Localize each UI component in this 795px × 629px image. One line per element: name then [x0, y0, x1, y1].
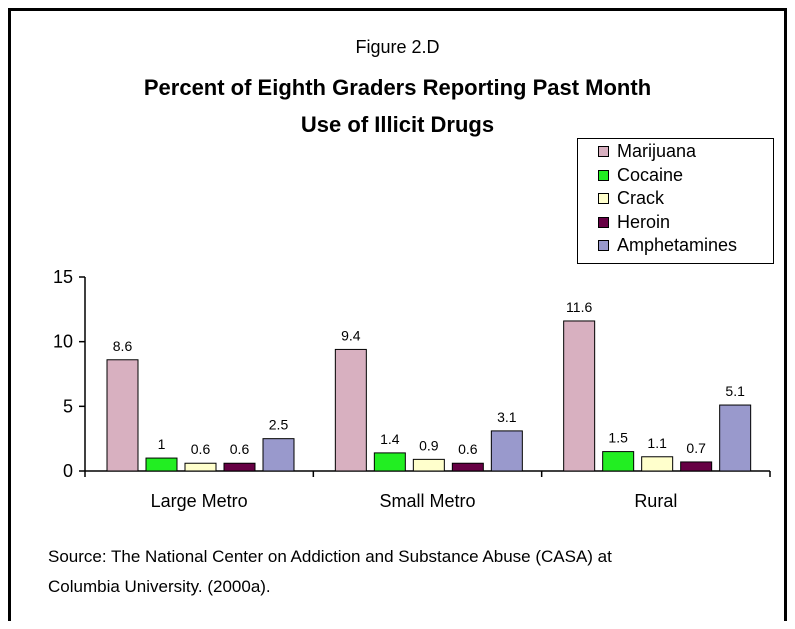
y-tick-label: 10: [53, 332, 73, 352]
bar-heroin: [680, 461, 713, 472]
bar-amphetamines: [490, 430, 523, 472]
bar-crack: [641, 456, 674, 472]
bar-marijuana: [563, 320, 596, 472]
legend-swatch: [598, 240, 609, 251]
bar-value-label: 1: [158, 436, 166, 452]
bar-marijuana: [106, 359, 139, 472]
legend-swatch: [598, 146, 609, 157]
source-line-1: Source: The National Center on Addiction…: [48, 547, 612, 566]
bar-amphetamines: [262, 438, 295, 472]
chart-title-line-2: Use of Illicit Drugs: [300, 112, 495, 137]
x-category-label: Rural: [634, 491, 677, 511]
legend-swatch: [598, 193, 609, 204]
figure-label: Figure 2.D: [355, 37, 440, 57]
legend-label: Marijuana: [617, 141, 697, 161]
y-tick-label: 5: [63, 396, 73, 416]
bar-marijuana: [334, 348, 367, 472]
bar-value-label: 8.6: [113, 338, 133, 354]
x-category-label: Large Metro: [151, 491, 248, 511]
chart-legend: Marijuana Cocaine Crack Heroin Amphetamines: [577, 138, 774, 264]
chart-title-line-1: Percent of Eighth Graders Reporting Past…: [143, 75, 652, 100]
legend-label: Amphetamines: [617, 235, 738, 255]
bar-cocaine: [145, 457, 178, 472]
bar-value-label: 11.6: [566, 299, 592, 315]
x-category-label: Small Metro: [379, 491, 475, 511]
bar-value-label: 0.9: [419, 437, 439, 453]
bar-value-label: 9.4: [341, 327, 361, 343]
bar-cocaine: [373, 452, 406, 472]
legend-label: Heroin: [617, 211, 671, 232]
bar-cocaine: [602, 451, 635, 472]
bar-value-label: 0.6: [191, 441, 211, 457]
bar-value-label: 0.7: [686, 440, 706, 456]
legend-swatch: [598, 216, 609, 228]
bar-value-label: 1.4: [380, 431, 400, 447]
bar-crack: [412, 458, 445, 472]
bar-heroin: [223, 462, 256, 472]
y-tick-label: 0: [63, 461, 73, 481]
y-tick-label: 15: [53, 267, 73, 287]
legend-swatch: [598, 169, 609, 181]
figure-frame: [8, 8, 787, 621]
source-line-2: Columbia University. (2000a).: [48, 577, 271, 596]
bar-value-label: 0.6: [458, 441, 478, 457]
bar-heroin: [451, 462, 484, 472]
bar-amphetamines: [719, 404, 752, 472]
bar-value-label: 1.1: [647, 435, 667, 451]
bar-value-label: 2.5: [269, 417, 289, 433]
legend-label: Crack: [617, 188, 665, 208]
bar-value-label: 0.6: [230, 441, 250, 457]
source-note: Source: The National Center on Addiction…: [48, 542, 768, 602]
bar-value-label: 3.1: [497, 409, 517, 425]
bar-crack: [184, 462, 217, 472]
bar-value-label: 5.1: [725, 383, 745, 399]
bar-value-label: 1.5: [608, 430, 628, 446]
legend-label: Cocaine: [617, 164, 684, 185]
